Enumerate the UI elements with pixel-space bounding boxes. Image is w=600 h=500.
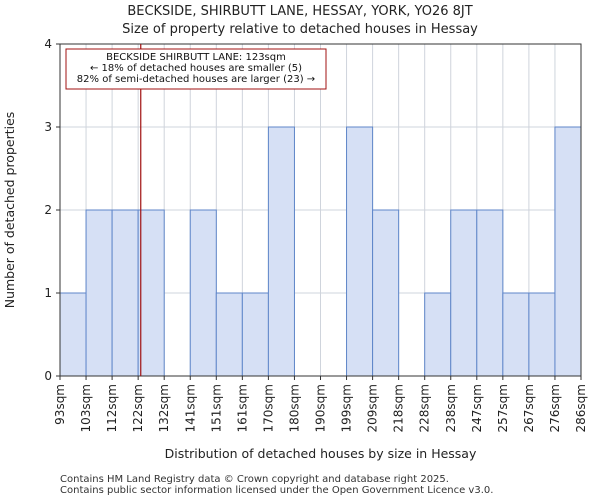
histogram-chart: 0 1 2 3 4 93sqm 103sqm 112sqm 122sqm 132sqm 141sqm… <box>2 37 588 461</box>
histogram-bar <box>59 292 87 377</box>
histogram-bar <box>346 126 374 377</box>
x-tick-label: 180sqm <box>287 384 301 432</box>
x-tick-label: 218sqm <box>392 384 406 432</box>
y-tick-label: 0 <box>44 369 52 383</box>
histogram-bar <box>450 209 478 377</box>
x-tick-label: 199sqm <box>340 384 354 432</box>
x-tick-label: 132sqm <box>157 384 171 432</box>
x-axis-label: Distribution of detached houses by size … <box>165 446 477 461</box>
histogram-bar <box>85 209 113 377</box>
x-tick-label: 112sqm <box>105 384 119 432</box>
histogram-bar <box>215 292 243 377</box>
x-tick-label: 122sqm <box>131 384 145 432</box>
histogram-bar <box>241 292 269 377</box>
histogram-bar <box>372 209 400 377</box>
x-tick-label: 103sqm <box>79 384 93 432</box>
histogram-bar <box>111 209 139 377</box>
histogram-bar <box>502 292 530 377</box>
histogram-bar <box>528 292 556 377</box>
histogram-bar <box>424 292 452 377</box>
histogram-bar <box>476 209 504 377</box>
x-tick-label: 209sqm <box>366 384 380 432</box>
histogram-bar <box>267 126 295 377</box>
x-tick-label: 286sqm <box>574 384 588 432</box>
x-tick-label: 170sqm <box>261 384 275 432</box>
annotation-text: BECKSIDE SHIRBUTT LANE: 123sqm <box>106 52 286 63</box>
histogram-bar <box>554 126 582 377</box>
x-tick-label: 267sqm <box>522 384 536 432</box>
y-tick-label: 1 <box>44 286 52 300</box>
y-tick-label: 4 <box>44 37 52 51</box>
y-tick-label: 2 <box>44 203 52 217</box>
x-tick-label: 238sqm <box>444 384 458 432</box>
x-tick-label: 190sqm <box>314 384 328 432</box>
annotation-text: 82% of semi-detached houses are larger (… <box>77 74 315 85</box>
chart-title-line2: Size of property relative to detached ho… <box>122 22 478 37</box>
annotation-box <box>65 48 327 90</box>
annotation-text: ← 18% of detached houses are smaller (5) <box>90 63 302 74</box>
x-tick-label: 276sqm <box>548 384 562 432</box>
footer-line2: Contains public sector information licen… <box>60 485 494 496</box>
x-tick-label: 161sqm <box>235 384 249 432</box>
x-tick-label: 141sqm <box>183 384 197 432</box>
histogram-bar <box>189 209 217 377</box>
x-tick-label: 93sqm <box>53 384 67 425</box>
y-tick-label: 3 <box>44 120 52 134</box>
x-tick-label: 257sqm <box>496 384 510 432</box>
x-tick-label: 228sqm <box>418 384 432 432</box>
y-axis-label: Number of detached properties <box>2 112 17 309</box>
x-tick-label: 247sqm <box>470 384 484 432</box>
chart-title-line1: BECKSIDE, SHIRBUTT LANE, HESSAY, YORK, Y… <box>127 4 473 19</box>
histogram-bar <box>137 209 165 377</box>
footer-line1: Contains HM Land Registry data © Crown c… <box>60 474 449 485</box>
x-tick-label: 151sqm <box>209 384 223 432</box>
